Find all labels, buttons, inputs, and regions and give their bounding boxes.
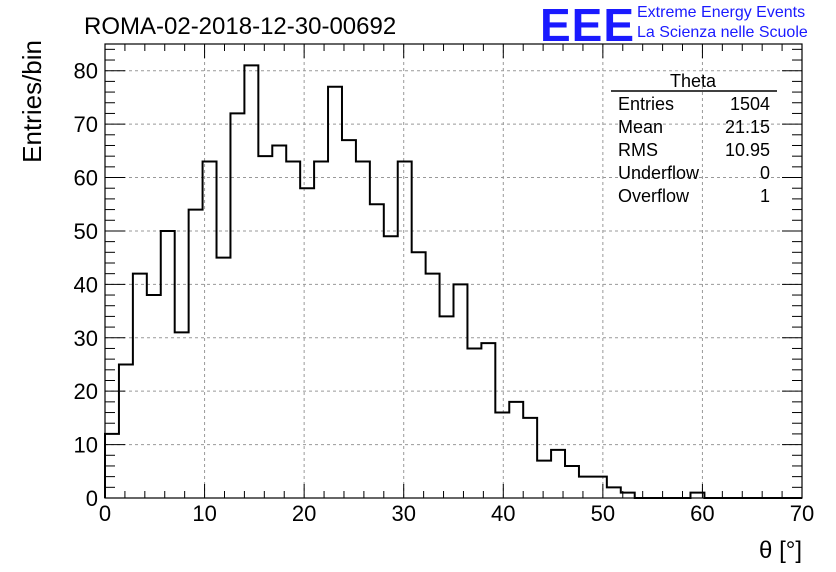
histogram-bin bbox=[258, 156, 272, 498]
y-tick-label: 70 bbox=[74, 112, 98, 137]
histogram-step-line bbox=[104, 64, 802, 499]
histogram-bin bbox=[370, 204, 384, 498]
stats-row-label: Entries bbox=[618, 94, 674, 114]
histogram-bin bbox=[565, 466, 579, 498]
stats-row-value: 10.95 bbox=[725, 140, 770, 160]
tick-layer bbox=[104, 44, 803, 499]
histogram-bin bbox=[607, 487, 621, 498]
stats-row-label: RMS bbox=[618, 140, 658, 160]
stats-row-value: 0 bbox=[760, 163, 770, 183]
stats-box-title: Theta bbox=[670, 71, 717, 91]
histogram-bin bbox=[230, 113, 244, 498]
eee-logo-line1: Extreme Energy Events bbox=[637, 4, 806, 21]
histogram-bin bbox=[523, 418, 537, 498]
stats-row-value: 1 bbox=[760, 186, 770, 206]
histogram-bin bbox=[119, 364, 133, 498]
histogram-bin bbox=[398, 162, 412, 498]
x-tick-label: 50 bbox=[591, 501, 615, 526]
grid-layer bbox=[105, 44, 802, 498]
histogram-bin bbox=[426, 274, 440, 498]
stats-row-value: 21.15 bbox=[725, 117, 770, 137]
eee-logo: EEE bbox=[540, 0, 636, 51]
y-tick-label: 0 bbox=[86, 486, 98, 511]
stats-row-label: Mean bbox=[618, 117, 663, 137]
histogram-bin bbox=[481, 343, 495, 498]
y-tick-label: 10 bbox=[74, 433, 98, 458]
stats-box: Theta Entries 1504 Mean 21.15 RMS 10.95 Underf… bbox=[611, 71, 777, 206]
x-tick-label: 10 bbox=[192, 501, 216, 526]
stats-row-label: Underflow bbox=[618, 163, 700, 183]
stats-box-rows: Entries 1504 Mean 21.15 RMS 10.95 Underflow 0 Ov… bbox=[618, 94, 770, 206]
histogram-bin bbox=[412, 252, 426, 498]
histogram-bin bbox=[286, 162, 300, 498]
y-tick-label: 60 bbox=[74, 166, 98, 191]
eee-logo-line2: La Scienza nelle Scuole bbox=[637, 24, 808, 41]
histogram-bin bbox=[467, 348, 481, 498]
histogram-bin bbox=[384, 236, 398, 498]
stats-row-value: 1504 bbox=[730, 94, 770, 114]
y-tick-label: 50 bbox=[74, 219, 98, 244]
x-axis-label: θ [°] bbox=[759, 537, 802, 564]
histogram-bin bbox=[356, 162, 370, 498]
histogram-bin bbox=[189, 210, 203, 498]
x-tick-label: 70 bbox=[790, 501, 814, 526]
histogram-bin bbox=[161, 231, 175, 498]
histogram-bin bbox=[217, 258, 231, 498]
histogram-bin bbox=[593, 477, 607, 498]
x-tick-label: 60 bbox=[690, 501, 714, 526]
histogram-bin bbox=[579, 477, 593, 498]
plot-frame bbox=[104, 43, 803, 499]
y-tick-label: 20 bbox=[74, 379, 98, 404]
histogram-bin bbox=[272, 145, 286, 498]
histogram-bin bbox=[300, 188, 314, 498]
histogram-bin bbox=[509, 402, 523, 498]
x-tick-label: 0 bbox=[99, 501, 111, 526]
x-tick-label: 30 bbox=[391, 501, 415, 526]
histogram-bin bbox=[133, 274, 147, 498]
x-tick-label: 40 bbox=[491, 501, 515, 526]
stats-row-label: Overflow bbox=[618, 186, 690, 206]
histogram-bin bbox=[551, 450, 565, 498]
y-tick-label: 40 bbox=[74, 272, 98, 297]
histogram-bin bbox=[175, 332, 189, 498]
x-tick-label: 20 bbox=[292, 501, 316, 526]
histogram-bin bbox=[328, 87, 342, 498]
histogram-bin bbox=[314, 162, 328, 498]
y-axis-label: Entries/bin bbox=[17, 40, 47, 163]
y-tick-label: 80 bbox=[74, 59, 98, 84]
histogram-bins bbox=[105, 65, 704, 498]
histogram-bin bbox=[440, 316, 454, 498]
histogram-bin bbox=[244, 65, 258, 498]
histogram-bin bbox=[495, 413, 509, 498]
histogram-bin bbox=[147, 295, 161, 498]
histogram-bin bbox=[537, 461, 551, 498]
y-tick-label: 30 bbox=[74, 326, 98, 351]
chart-title: ROMA-02-2018-12-30-00692 bbox=[84, 13, 396, 40]
